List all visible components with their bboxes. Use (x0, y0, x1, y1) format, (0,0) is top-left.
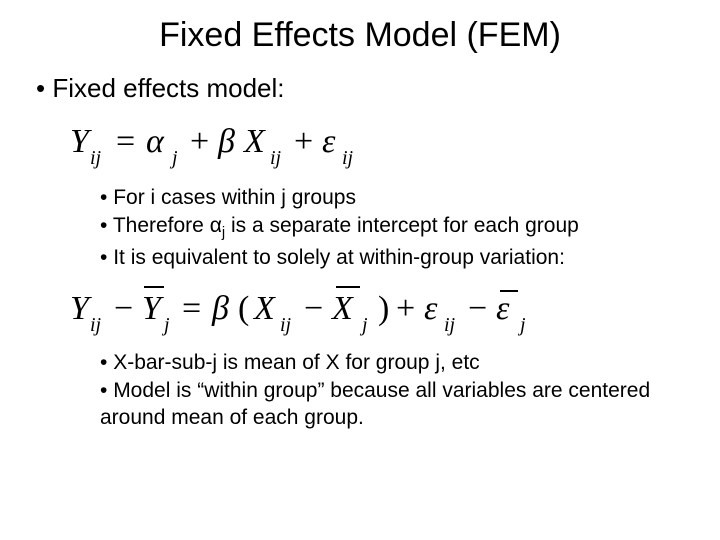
sub-bullets-b: X-bar-sub-j is mean of X for group j, et… (30, 350, 690, 431)
sub-bullet: It is equivalent to solely at within-gro… (100, 245, 690, 271)
svg-text:j: j (359, 314, 368, 336)
svg-text:ij: ij (280, 314, 292, 336)
svg-text:−: − (114, 290, 133, 327)
svg-text:ε: ε (424, 290, 438, 327)
svg-text:−: − (304, 290, 323, 327)
svg-text:ε: ε (322, 123, 336, 160)
slide: Fixed Effects Model (FEM) Fixed effects … (0, 0, 720, 540)
equation-1-svg: Y ij = α j + β X ij + ε ij (70, 114, 410, 174)
svg-text:+: + (190, 123, 209, 160)
svg-text:ij: ij (342, 147, 354, 169)
svg-text:+: + (294, 123, 313, 160)
svg-text:β: β (211, 290, 229, 327)
sub-bullets-a: For i cases within j groups Therefore αj… (30, 185, 690, 271)
svg-text:+: + (396, 290, 415, 327)
svg-text:): ) (378, 290, 389, 327)
svg-text:−: − (468, 290, 487, 327)
svg-text:Y: Y (70, 123, 92, 160)
bullet-main: Fixed effects model: (30, 73, 690, 104)
svg-text:=: = (182, 290, 201, 327)
svg-text:ε: ε (496, 290, 510, 327)
equation-2-svg: Y ij − Y j = β ( X ij − X j ) + ε ij − (70, 279, 680, 339)
svg-text:α: α (146, 123, 165, 160)
svg-text:β: β (217, 123, 235, 160)
svg-text:ij: ij (270, 147, 282, 169)
svg-text:ij: ij (90, 314, 102, 336)
sub-bullet: Model is “within group” because all vari… (100, 378, 690, 431)
svg-text:Y: Y (142, 290, 164, 327)
slide-title: Fixed Effects Model (FEM) (30, 16, 690, 55)
svg-text:j: j (161, 314, 170, 336)
sub-bullet: Therefore αj is a separate intercept for… (100, 213, 690, 243)
svg-text:X: X (330, 290, 354, 327)
svg-text:j: j (169, 147, 178, 169)
equation-1: Y ij = α j + β X ij + ε ij (70, 114, 690, 179)
sub-bullet: For i cases within j groups (100, 185, 690, 211)
svg-text:ij: ij (444, 314, 456, 336)
equation-2: Y ij − Y j = β ( X ij − X j ) + ε ij − (70, 279, 690, 344)
svg-text:ij: ij (90, 147, 102, 169)
sub-bullet: X-bar-sub-j is mean of X for group j, et… (100, 350, 690, 376)
svg-text:X: X (252, 290, 276, 327)
svg-text:Y: Y (70, 290, 92, 327)
svg-text:=: = (116, 123, 135, 160)
svg-text:X: X (242, 123, 266, 160)
svg-text:(: ( (238, 290, 249, 327)
svg-text:j: j (517, 314, 526, 336)
